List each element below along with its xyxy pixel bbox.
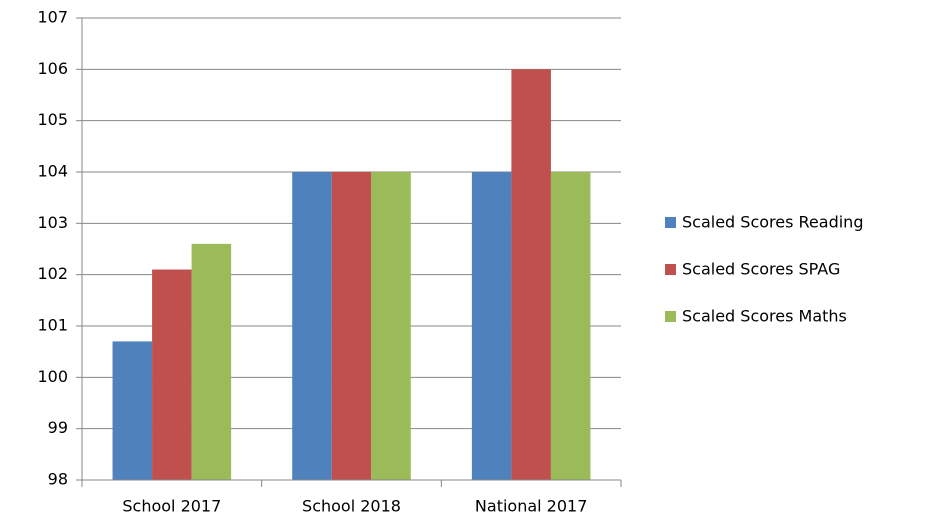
legend-swatch	[665, 217, 676, 228]
y-tick-label: 103	[37, 213, 68, 232]
y-tick-label: 105	[37, 110, 68, 129]
x-tick-label: School 2017	[122, 497, 221, 516]
y-tick-label: 104	[37, 162, 68, 181]
y-tick-label: 107	[37, 8, 68, 27]
bar	[152, 269, 192, 480]
x-tick-label: School 2018	[302, 497, 401, 516]
legend-swatch	[665, 311, 676, 322]
bar	[511, 69, 551, 480]
legend-label: Scaled Scores SPAG	[682, 260, 840, 279]
legend-swatch	[665, 264, 676, 275]
bar	[331, 172, 372, 480]
y-tick-label: 100	[37, 367, 68, 386]
bar	[292, 172, 332, 480]
bar	[112, 341, 153, 480]
y-tick-label: 101	[37, 316, 68, 335]
y-tick-label: 98	[48, 470, 68, 489]
bar	[371, 172, 411, 480]
bar	[550, 172, 591, 480]
bar	[191, 243, 232, 480]
bar	[471, 172, 512, 480]
y-tick-label: 106	[37, 59, 68, 78]
legend-label: Scaled Scores Reading	[682, 213, 863, 232]
y-tick-label: 99	[48, 418, 68, 437]
legend-label: Scaled Scores Maths	[682, 307, 847, 326]
y-tick-label: 102	[37, 264, 68, 283]
x-tick-label: National 2017	[475, 497, 587, 516]
